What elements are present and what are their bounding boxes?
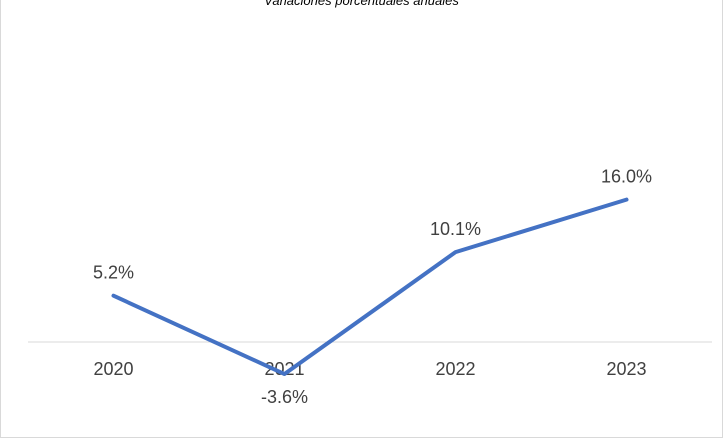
x-tick-label-2020: 2020 xyxy=(93,359,133,379)
data-label-2022: 10.1% xyxy=(430,219,481,239)
data-label-2020: 5.2% xyxy=(93,263,134,283)
data-label-2023: 16.0% xyxy=(601,167,652,187)
series-line-0 xyxy=(111,197,629,377)
x-tick-label-2023: 2023 xyxy=(606,359,646,379)
x-tick-label-2022: 2022 xyxy=(435,359,475,379)
data-label-2021: -3.6% xyxy=(261,387,308,407)
chart-subtitle: Variaciones porcentuales anuales xyxy=(264,0,459,8)
x-tick-label-2021: 2021 xyxy=(264,359,304,379)
